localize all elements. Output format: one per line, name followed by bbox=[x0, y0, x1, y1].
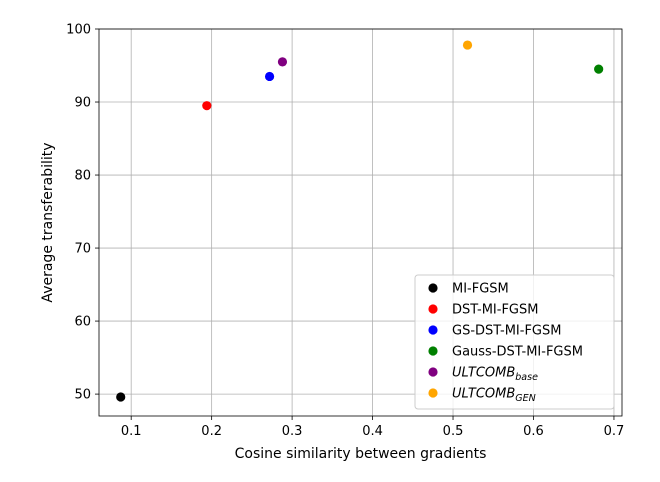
y-tick-label: 70 bbox=[74, 242, 91, 257]
x-tick-label: 0.3 bbox=[282, 424, 303, 439]
y-tick-label: 60 bbox=[74, 315, 91, 330]
legend-marker bbox=[428, 304, 438, 314]
x-tick-label: 0.5 bbox=[443, 424, 464, 439]
x-axis-label: Cosine similarity between gradients bbox=[235, 446, 487, 462]
legend-label: GS-DST-MI-FGSM bbox=[452, 324, 561, 339]
legend-label: ULTCOMBGEN bbox=[452, 387, 536, 405]
legend-marker bbox=[428, 367, 438, 377]
data-point bbox=[462, 40, 473, 50]
data-point bbox=[202, 101, 212, 111]
x-tick-label: 0.1 bbox=[121, 424, 142, 439]
legend-label: Gauss-DST-MI-FGSM bbox=[452, 345, 583, 360]
y-axis: 50 60 70 80 90 100 bbox=[66, 23, 99, 403]
legend-marker bbox=[428, 388, 438, 398]
legend-box bbox=[414, 274, 615, 410]
legend-marker bbox=[428, 325, 438, 335]
data-point bbox=[594, 64, 604, 74]
plot-area-border bbox=[98, 28, 623, 417]
data-point bbox=[116, 392, 126, 402]
legend-marker bbox=[428, 346, 438, 356]
axes-frame bbox=[98, 28, 623, 417]
data-points bbox=[116, 40, 604, 402]
grid bbox=[99, 28, 622, 416]
y-axis-label: Average transferability bbox=[40, 142, 56, 302]
y-tick-label: 80 bbox=[74, 169, 91, 184]
x-tick-label: 0.7 bbox=[604, 424, 625, 439]
x-tick-label: 0.4 bbox=[362, 424, 383, 439]
y-tick-label: 100 bbox=[66, 23, 91, 38]
x-axis: 0.1 0.2 0.3 0.4 0.5 0.6 0.7 bbox=[121, 416, 624, 439]
legend-label: ULTCOMBbase bbox=[452, 366, 538, 384]
legend-marker bbox=[428, 283, 438, 293]
data-point bbox=[264, 71, 275, 82]
x-tick-label: 0.2 bbox=[201, 424, 222, 439]
x-tick-label: 0.6 bbox=[523, 424, 544, 439]
legend-label: MI-FGSM bbox=[452, 282, 509, 297]
legend-label: DST-MI-FGSM bbox=[452, 303, 538, 318]
legend: MI-FGSM DST-MI-FGSM GS-DST-MI-FGSM Gauss-DS… bbox=[414, 274, 615, 410]
y-tick-label: 50 bbox=[74, 388, 91, 403]
data-point bbox=[277, 57, 288, 67]
y-tick-label: 90 bbox=[74, 96, 91, 111]
